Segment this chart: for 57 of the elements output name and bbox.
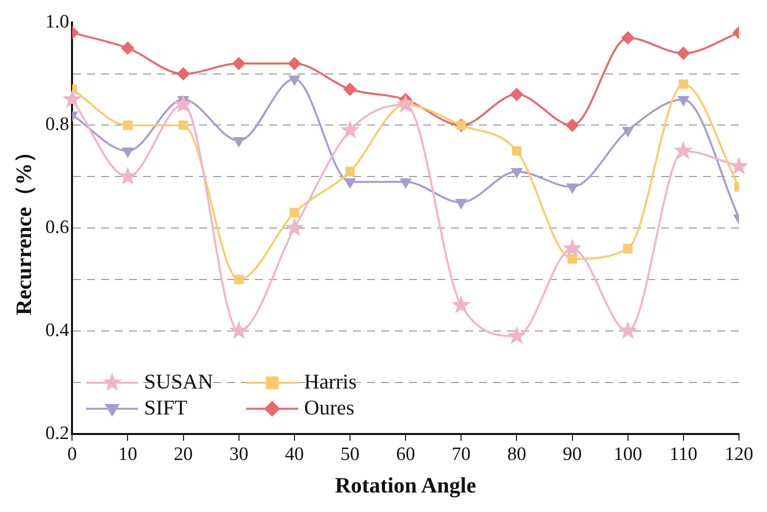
- point: [290, 208, 300, 218]
- legend-label: Oures: [304, 395, 354, 420]
- point: [122, 147, 134, 158]
- x-tick-label: 110: [670, 444, 698, 466]
- x-tick-label: 10: [118, 444, 138, 466]
- x-tick-label: 0: [67, 444, 77, 466]
- point: [121, 42, 134, 55]
- point: [566, 118, 579, 132]
- point: [507, 326, 526, 344]
- point: [623, 244, 633, 254]
- point: [288, 57, 301, 70]
- point: [452, 295, 471, 314]
- point: [676, 46, 690, 60]
- point: [396, 94, 416, 113]
- point: [621, 31, 634, 44]
- point: [622, 126, 634, 137]
- x-tick-label: 30: [229, 444, 248, 466]
- point: [340, 120, 360, 138]
- point: [344, 82, 357, 96]
- point: [345, 166, 355, 176]
- y-axis-title: Recurrence（%）: [10, 140, 36, 316]
- point: [174, 94, 193, 113]
- point: [234, 274, 244, 284]
- point: [284, 218, 304, 236]
- y-tick-label: 0.2: [45, 422, 70, 444]
- legend-label: Harris: [304, 369, 357, 394]
- x-tick-label: 70: [452, 444, 471, 466]
- x-tick-label: 40: [284, 444, 304, 466]
- x-tick-label: 80: [507, 444, 526, 466]
- point: [118, 166, 138, 185]
- point: [288, 75, 300, 86]
- point: [618, 320, 638, 340]
- point: [178, 120, 188, 130]
- point: [62, 90, 82, 108]
- point: [510, 88, 524, 101]
- y-tick-label: 1.0: [45, 11, 70, 32]
- point: [232, 57, 246, 70]
- x-tick-label: 60: [396, 444, 416, 466]
- legend-label: SUSAN: [144, 369, 214, 394]
- point: [562, 238, 582, 257]
- x-tick-label: 90: [562, 444, 582, 466]
- x-tick-label: 100: [614, 444, 642, 466]
- point: [122, 120, 132, 130]
- x-tick-label: 50: [340, 444, 360, 466]
- y-tick-label: 0.6: [45, 217, 70, 238]
- y-tick-label: 0.4: [45, 320, 70, 341]
- point: [568, 254, 578, 264]
- point: [512, 146, 522, 156]
- x-axis-title: Rotation Angle: [334, 472, 476, 498]
- y-tick-label: 0.8: [45, 114, 70, 136]
- x-tick-label: 120: [724, 444, 754, 466]
- point: [229, 320, 248, 340]
- point: [674, 140, 693, 160]
- legend-label: SIFT: [144, 395, 188, 420]
- x-tick-label: 20: [174, 444, 193, 466]
- point: [678, 79, 688, 89]
- point: [176, 67, 190, 80]
